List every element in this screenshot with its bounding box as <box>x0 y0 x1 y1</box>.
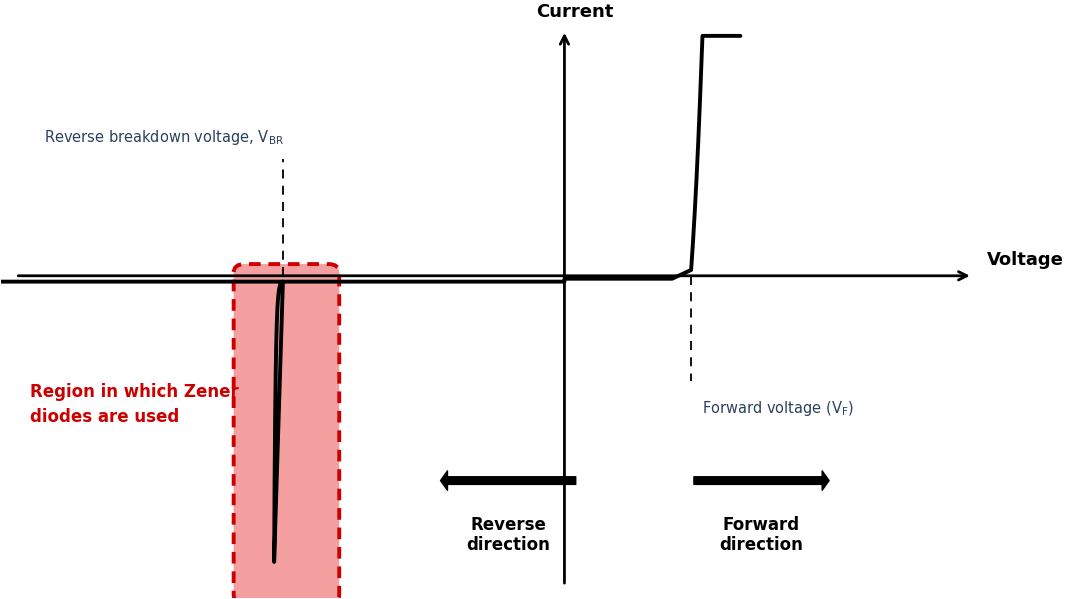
Text: Current: Current <box>537 3 613 21</box>
Text: Region in which Zener
diodes are used: Region in which Zener diodes are used <box>30 383 239 426</box>
Text: Forward
direction: Forward direction <box>720 516 803 555</box>
Text: Forward voltage (V$_{\mathregular{F}}$): Forward voltage (V$_{\mathregular{F}}$) <box>702 399 854 418</box>
Text: Voltage: Voltage <box>987 251 1064 269</box>
Text: Reverse
direction: Reverse direction <box>466 516 551 555</box>
Text: Reverse breakdown voltage, V$_{\mathregular{BR}}$: Reverse breakdown voltage, V$_{\mathregu… <box>44 128 283 147</box>
FancyBboxPatch shape <box>233 264 340 599</box>
